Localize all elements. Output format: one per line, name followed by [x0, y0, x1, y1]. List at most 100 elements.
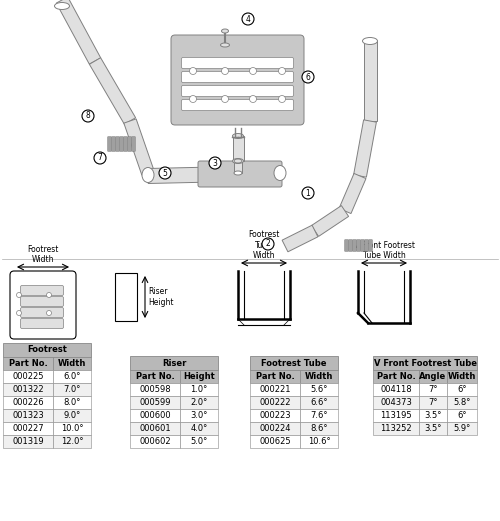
Text: 000225: 000225 — [12, 372, 44, 381]
Bar — [419, 396, 447, 409]
Circle shape — [262, 238, 274, 250]
FancyBboxPatch shape — [344, 240, 348, 251]
FancyBboxPatch shape — [182, 57, 294, 68]
Text: 000602: 000602 — [139, 437, 171, 446]
Text: 113195: 113195 — [380, 411, 412, 420]
Text: 001322: 001322 — [12, 385, 44, 394]
Text: Part No.: Part No. — [8, 359, 48, 368]
Text: 3.5°: 3.5° — [424, 411, 442, 420]
Text: 1.0°: 1.0° — [190, 385, 208, 394]
Circle shape — [159, 167, 171, 179]
Bar — [53, 383, 91, 396]
FancyBboxPatch shape — [20, 296, 64, 306]
Text: 9.0°: 9.0° — [64, 411, 80, 420]
Bar — [130, 422, 180, 435]
FancyBboxPatch shape — [360, 240, 364, 251]
Text: 000601: 000601 — [139, 424, 171, 433]
Bar — [53, 357, 91, 370]
Text: 000223: 000223 — [259, 411, 291, 420]
Polygon shape — [312, 206, 348, 237]
Polygon shape — [90, 58, 136, 125]
Bar — [3, 396, 53, 409]
Bar — [180, 383, 218, 396]
Bar — [3, 435, 53, 448]
Bar — [3, 370, 53, 383]
Text: 000226: 000226 — [12, 398, 44, 407]
Bar — [250, 409, 300, 422]
Text: 000221: 000221 — [259, 385, 291, 394]
FancyBboxPatch shape — [182, 71, 294, 82]
Text: 000600: 000600 — [139, 411, 171, 420]
Bar — [130, 383, 180, 396]
Text: 2: 2 — [266, 240, 270, 249]
Bar — [250, 422, 300, 435]
Text: 5.6°: 5.6° — [310, 385, 328, 394]
Bar — [130, 356, 218, 370]
Bar — [250, 396, 300, 409]
Ellipse shape — [220, 43, 230, 47]
Text: Height: Height — [183, 372, 215, 381]
Polygon shape — [364, 41, 376, 121]
Text: 7°: 7° — [428, 385, 438, 394]
Polygon shape — [234, 161, 242, 173]
Text: 3: 3 — [212, 158, 218, 167]
Bar — [53, 409, 91, 422]
Text: 6.0°: 6.0° — [64, 372, 80, 381]
Text: V Front Footrest Tube: V Front Footrest Tube — [374, 358, 476, 367]
FancyBboxPatch shape — [182, 100, 294, 110]
Text: Width: Width — [305, 372, 333, 381]
Circle shape — [46, 292, 52, 297]
Text: 004118: 004118 — [380, 385, 412, 394]
Text: 8.0°: 8.0° — [64, 398, 80, 407]
Text: 1: 1 — [306, 189, 310, 197]
FancyBboxPatch shape — [356, 240, 360, 251]
Text: Part No.: Part No. — [136, 372, 174, 381]
Bar — [53, 396, 91, 409]
Text: 5.0°: 5.0° — [190, 437, 208, 446]
Polygon shape — [232, 136, 243, 161]
Bar — [447, 370, 477, 383]
Text: 113252: 113252 — [380, 424, 412, 433]
Bar — [130, 409, 180, 422]
Text: 7.6°: 7.6° — [310, 411, 328, 420]
Polygon shape — [354, 120, 376, 177]
Text: 12.0°: 12.0° — [61, 437, 83, 446]
Bar — [447, 422, 477, 435]
Bar — [447, 383, 477, 396]
Text: 2.0°: 2.0° — [190, 398, 208, 407]
FancyBboxPatch shape — [171, 35, 304, 125]
Bar — [3, 383, 53, 396]
Text: 8: 8 — [86, 111, 90, 120]
Bar — [53, 370, 91, 383]
Text: Width: Width — [448, 372, 476, 381]
Circle shape — [278, 68, 285, 75]
Circle shape — [16, 292, 21, 297]
Circle shape — [46, 311, 52, 316]
Ellipse shape — [232, 158, 243, 164]
Text: 000625: 000625 — [259, 437, 291, 446]
Circle shape — [190, 68, 196, 75]
FancyBboxPatch shape — [182, 85, 294, 96]
Circle shape — [190, 95, 196, 103]
Text: 7: 7 — [98, 154, 102, 163]
Text: Part No.: Part No. — [256, 372, 294, 381]
Bar — [3, 422, 53, 435]
Text: 10.6°: 10.6° — [308, 437, 330, 446]
Bar — [250, 370, 300, 383]
Text: Footrest
Tube
Width: Footrest Tube Width — [248, 230, 280, 260]
Bar — [300, 409, 338, 422]
Circle shape — [222, 95, 228, 103]
Bar — [419, 409, 447, 422]
FancyBboxPatch shape — [124, 137, 128, 151]
FancyBboxPatch shape — [20, 318, 64, 329]
FancyBboxPatch shape — [352, 240, 356, 251]
Ellipse shape — [232, 133, 243, 139]
Bar — [180, 396, 218, 409]
Bar — [130, 396, 180, 409]
Circle shape — [278, 95, 285, 103]
FancyBboxPatch shape — [20, 286, 64, 295]
Bar — [130, 435, 180, 448]
Text: 5: 5 — [162, 168, 168, 178]
Bar — [373, 409, 419, 422]
Ellipse shape — [142, 167, 154, 182]
